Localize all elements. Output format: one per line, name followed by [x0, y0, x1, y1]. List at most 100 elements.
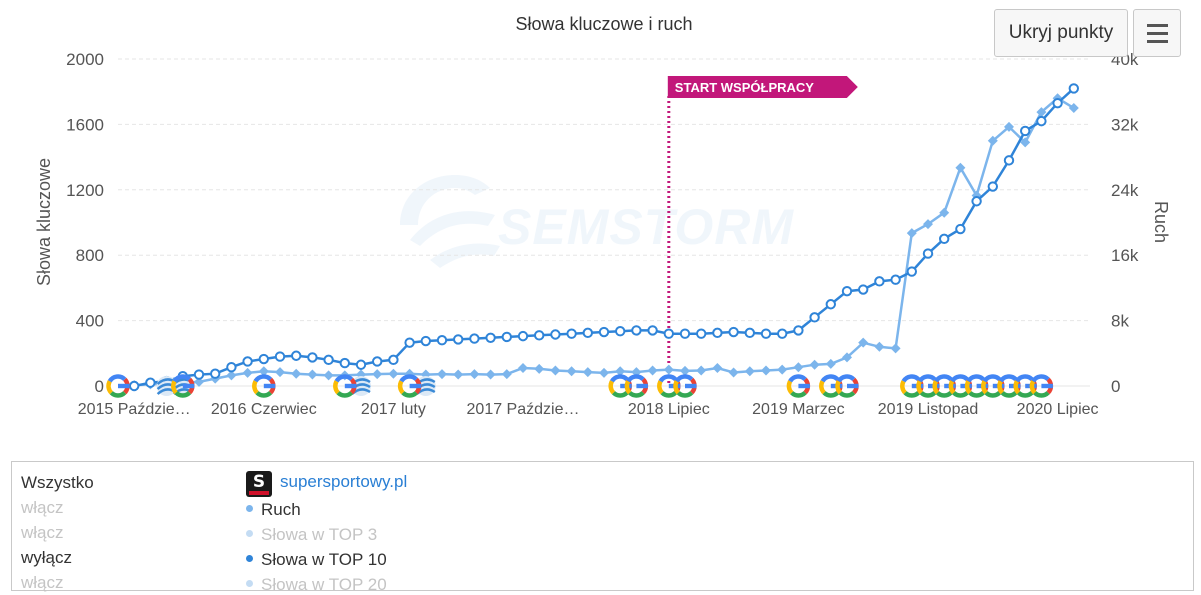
data-point — [501, 331, 512, 343]
google-icon — [106, 374, 130, 398]
data-point — [355, 359, 367, 370]
google-icon-bar — [636, 383, 648, 389]
google-icon — [1029, 374, 1054, 398]
data-point — [987, 181, 998, 192]
data-point — [841, 285, 853, 297]
google-icon — [333, 374, 357, 398]
data-point — [744, 366, 755, 377]
data-point — [825, 299, 836, 310]
data-point — [517, 330, 529, 342]
site-link[interactable]: supersportowy.pl — [280, 472, 408, 491]
annotation-flag — [667, 76, 858, 98]
toggle-option[interactable]: włącz — [21, 523, 64, 542]
data-point — [1036, 115, 1047, 127]
google-icon-arc — [984, 390, 1002, 398]
data-point — [469, 333, 480, 344]
google-icon-bar — [1041, 383, 1053, 389]
legend-item-top3[interactable]: Słowa w TOP 3 — [246, 525, 377, 545]
data-point — [420, 335, 431, 347]
data-point — [291, 368, 302, 379]
data-point — [842, 352, 852, 363]
site-logo-icon: S — [246, 471, 272, 497]
left-axis-tick-label: 400 — [76, 312, 104, 331]
x-axis-tick-label: 2018 Lipiec — [628, 401, 710, 418]
data-point — [615, 366, 626, 377]
data-point — [193, 369, 205, 380]
data-point — [647, 365, 658, 376]
x-axis-tick-label: 2015 Paździe… — [78, 401, 191, 418]
chart-menu-button[interactable] — [1133, 9, 1181, 57]
data-point — [501, 369, 512, 380]
data-point — [1019, 125, 1031, 137]
data-point — [760, 328, 772, 339]
data-point — [955, 223, 966, 235]
data-point — [323, 370, 334, 381]
google-icon-arc — [106, 380, 114, 395]
data-point — [679, 328, 691, 339]
data-point — [923, 219, 933, 230]
google-icon-arc — [934, 374, 953, 383]
right-axis-tick-label: 8k — [1111, 312, 1129, 331]
google-icon-arc — [253, 374, 273, 383]
google-icon-arc — [336, 390, 354, 398]
data-point — [890, 274, 901, 285]
data-point — [955, 162, 966, 173]
google-icon-arc — [820, 374, 840, 383]
legend-dot — [246, 580, 253, 588]
legend-dot — [246, 505, 253, 513]
data-point — [258, 366, 269, 377]
google-icon-arc — [676, 390, 694, 398]
data-point — [939, 233, 950, 245]
data-point — [809, 359, 820, 370]
google-icon-arc — [660, 390, 678, 398]
data-point — [469, 369, 480, 380]
data-point — [712, 363, 723, 374]
google-icon — [171, 374, 195, 398]
data-point — [793, 325, 804, 336]
left-axis-title: Słowa kluczowe — [34, 158, 54, 286]
data-point — [906, 228, 917, 239]
google-icon-arc — [822, 390, 840, 398]
legend-item-ruch[interactable]: Ruch — [246, 500, 301, 520]
google-icon-arc — [626, 374, 645, 383]
google-icon-arc — [673, 380, 681, 395]
left-axis-tick-label: 800 — [76, 246, 104, 265]
data-point — [858, 337, 869, 348]
right-axis-title: Ruch — [1151, 201, 1171, 243]
legend-label: Słowa w TOP 20 — [261, 575, 387, 594]
google-icon-arc — [174, 390, 192, 398]
x-axis-tick-label: 2016 Czerwiec — [211, 401, 317, 418]
x-axis-tick-label: 2020 Lipiec — [1017, 401, 1099, 418]
data-point — [404, 337, 415, 348]
x-axis-tick-label: 2017 Paździe… — [467, 401, 580, 418]
google-icon-arc — [932, 380, 940, 395]
data-point — [1004, 121, 1014, 132]
toggle-all-label: Wszystko — [21, 473, 94, 492]
right-axis-tick-label: 32k — [1111, 115, 1139, 134]
left-axis-tick-label: 0 — [95, 377, 104, 396]
x-axis-tick-label: 2019 Listopad — [878, 401, 979, 418]
toggle-option[interactable]: wyłącz — [21, 548, 73, 567]
legend-item-top20[interactable]: Słowa w TOP 20 — [246, 575, 387, 595]
google-icon-arc — [788, 374, 807, 383]
watermark: SEMSTORM — [400, 175, 793, 268]
legend-item-top10[interactable]: Słowa w TOP 10 — [246, 550, 387, 570]
google-icon-bar — [118, 383, 130, 389]
google-icon-arc — [1029, 380, 1037, 395]
google-icon-arc — [172, 374, 192, 383]
data-point — [582, 327, 593, 339]
data-point — [210, 368, 221, 379]
toggle-option[interactable]: włącz — [21, 573, 64, 592]
data-point — [291, 350, 302, 361]
data-point — [453, 334, 464, 345]
data-point — [1020, 137, 1031, 148]
google-icon — [252, 374, 276, 398]
data-point — [599, 367, 609, 378]
google-icon — [786, 374, 811, 398]
left-axis-tick-label: 2000 — [66, 50, 104, 69]
toggle-option[interactable]: włącz — [21, 498, 64, 517]
google-icon-arc — [1016, 390, 1034, 398]
google-icon-arc — [657, 380, 664, 395]
hide-points-button[interactable]: Ukryj punkty — [994, 9, 1128, 57]
